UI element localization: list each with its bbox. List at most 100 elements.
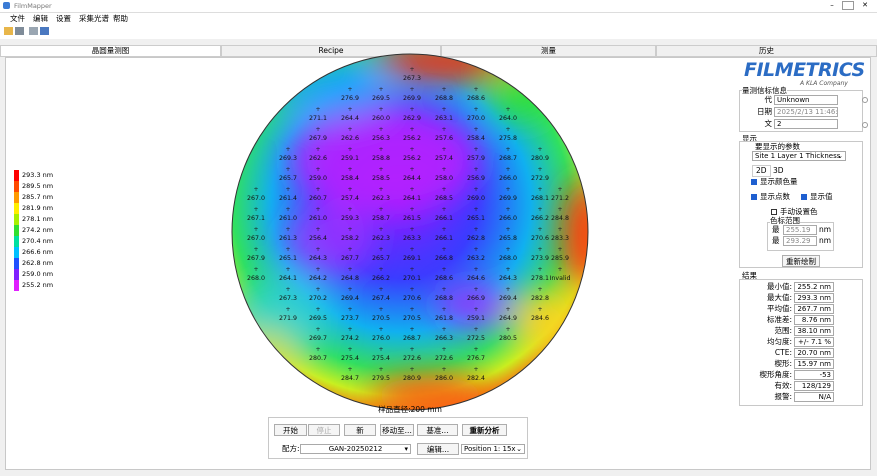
result-value: -53 [794, 370, 834, 380]
result-value: 293.3 nm [794, 293, 834, 303]
minimize-button[interactable]: – [830, 1, 834, 9]
point-value: 258.4 [341, 175, 359, 182]
point-marker: + [441, 126, 446, 133]
heatmap-blob [285, 205, 375, 275]
mode-3d-tab[interactable]: 3D [773, 166, 784, 175]
menu-item[interactable]: 文件 [10, 14, 25, 23]
point-value: 283.3 [551, 235, 569, 242]
point-value: 268.6 [435, 275, 453, 282]
point-marker: + [378, 266, 383, 273]
point-marker: + [347, 246, 352, 253]
tab[interactable]: Recipe [221, 45, 441, 57]
point-marker: + [253, 206, 258, 213]
point-value: 264.6 [467, 275, 485, 282]
control-button[interactable]: 移动至... [380, 424, 414, 436]
point-value: 264.3 [309, 255, 327, 262]
point-marker: + [409, 146, 414, 153]
info-value[interactable]: Unknown [774, 95, 838, 105]
point-marker: + [473, 186, 478, 193]
tab-active[interactable]: 晶圆量测图 [0, 45, 221, 57]
point-value: 280.9 [403, 375, 421, 382]
point-value: 261.3 [279, 235, 297, 242]
control-button[interactable]: 新 [344, 424, 376, 436]
results-table: 最小值: 255.2 nm 最大值: 293.3 nm 平均值: 267.7 nm 标准差:… [740, 282, 862, 404]
point-marker: + [347, 106, 352, 113]
show-color-checkbox[interactable] [751, 179, 757, 185]
point-value: 257.9 [467, 155, 485, 162]
legend-swatch [14, 236, 19, 247]
manual-color-checkbox[interactable] [771, 209, 777, 215]
point-value: 262.3 [372, 235, 390, 242]
control-button[interactable]: 基准... [417, 424, 458, 436]
view-icon[interactable] [29, 27, 38, 35]
logo-tagline: A KLA Company [800, 80, 848, 87]
point-marker: + [409, 266, 414, 273]
point-marker: + [409, 186, 414, 193]
param-select[interactable]: Site 1 Layer 1 Thickness ⌄ [752, 151, 846, 161]
heatmap-blob [435, 285, 515, 325]
control-button[interactable]: 重新分析 [462, 424, 507, 436]
point-value: 270.1 [403, 275, 421, 282]
info-value[interactable]: 2025/2/13 11:46:15 [774, 107, 838, 117]
results-group [739, 279, 863, 406]
point-value: 272.5 [467, 335, 485, 342]
legend-label: 262.8 nm [22, 259, 54, 267]
result-value: 38.10 nm [794, 326, 834, 336]
point-marker: + [473, 86, 478, 93]
show-values-checkbox[interactable] [801, 194, 807, 200]
point-marker: + [378, 206, 383, 213]
show-points-checkbox[interactable] [751, 194, 757, 200]
position-select[interactable]: Position 1: 15x ⌄ [461, 444, 525, 454]
point-marker: + [505, 166, 510, 173]
point-value: 265.8 [499, 235, 517, 242]
export-icon[interactable] [40, 27, 49, 35]
legend-swatch [14, 258, 19, 269]
point-value: 264.0 [499, 115, 517, 122]
maximize-button[interactable] [842, 1, 854, 10]
menu-item[interactable]: 设置 [56, 14, 71, 23]
print-icon[interactable] [15, 27, 24, 35]
info-value[interactable]: 2 [774, 119, 838, 129]
open-icon[interactable] [4, 27, 13, 35]
point-marker: + [285, 306, 290, 313]
legend-label: 259.0 nm [22, 270, 54, 278]
mode-2d-tab[interactable]: 2D [752, 165, 771, 177]
point-value: 260.0 [372, 115, 390, 122]
point-marker: + [505, 206, 510, 213]
redraw-button[interactable]: 重新绘制 [782, 255, 820, 267]
point-value: 257.6 [435, 135, 453, 142]
point-value: 269.1 [403, 255, 421, 262]
point-value: 259.1 [341, 155, 359, 162]
result-value: N/A [794, 392, 834, 402]
range-label: 最 [772, 236, 780, 245]
point-value: 264.8 [341, 275, 359, 282]
point-value: 264.4 [403, 175, 421, 182]
recipe-select[interactable]: GAN-20250212 ▾ [300, 444, 411, 454]
point-marker: + [378, 246, 383, 253]
point-value: 265.7 [279, 175, 297, 182]
control-button[interactable]: 开始 [274, 424, 307, 436]
point-marker: + [537, 266, 542, 273]
edit-button[interactable]: 编辑... [417, 443, 459, 455]
range-value[interactable]: 293.29 [783, 236, 817, 246]
close-button[interactable]: ✕ [862, 1, 868, 9]
menu-item[interactable]: 采集光谱 [79, 14, 109, 23]
menu-item[interactable]: 帮助 [113, 14, 128, 23]
point-value: 270.6 [403, 295, 421, 302]
point-marker: + [315, 166, 320, 173]
point-marker: + [315, 226, 320, 233]
point-value: 258.4 [467, 135, 485, 142]
point-marker: + [441, 326, 446, 333]
point-value: 278.1 [531, 275, 549, 282]
point-value: 265.1 [467, 215, 485, 222]
range-value[interactable]: 255.19 [783, 225, 817, 235]
tab[interactable]: 测量 [441, 45, 656, 57]
point-value: 256.3 [372, 135, 390, 142]
point-value: 272.6 [435, 355, 453, 362]
menu-item[interactable]: 编辑 [33, 14, 48, 23]
point-value: 261.8 [435, 315, 453, 322]
results-title: 结果 [742, 271, 757, 280]
point-value: 264.1 [403, 195, 421, 202]
control-button[interactable]: 停止 [308, 424, 340, 436]
